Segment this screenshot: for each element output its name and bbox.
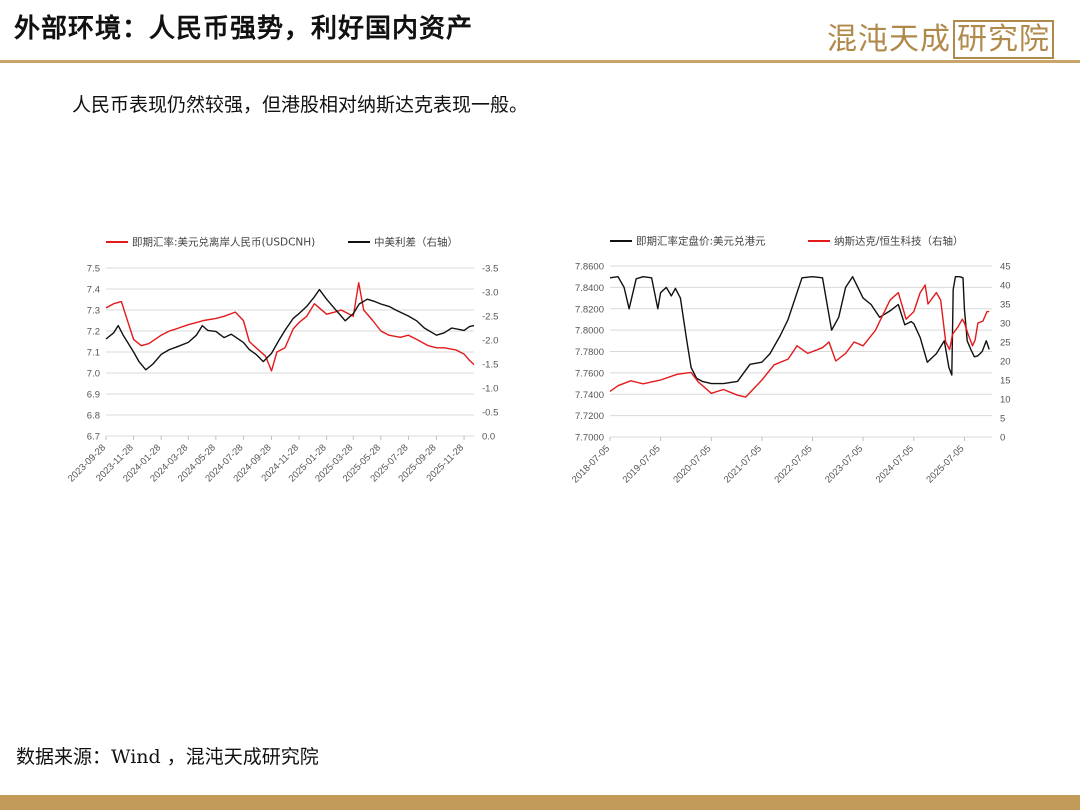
y-right-tick-label: 45: [1000, 262, 1011, 273]
x-tick-label: 2025-07-05: [924, 443, 966, 485]
y-right-tick-label: 40: [1000, 281, 1011, 292]
y-right-tick-label: -1.5: [482, 360, 498, 371]
x-tick-label: 2023-07-05: [823, 443, 865, 485]
x-tick-label: 2020-07-05: [671, 443, 713, 485]
footer-bar: [0, 795, 1080, 810]
legend-label-1: 即期汇率定盘价:美元兑港元: [636, 235, 766, 248]
chart-usdhkd-nasdaq-hstech: 7.8600 7.8400 7.8200 7.8000 7.7800 7.7600 7.74…: [570, 235, 1011, 486]
y-left-tick-label: 7.8000: [575, 326, 604, 337]
logo-text: 混沌天成: [827, 22, 951, 57]
y-right-tick-label: 5: [1000, 414, 1005, 425]
y-left-tick-label: 7.8400: [575, 283, 604, 294]
series-line-2: [105, 288, 475, 371]
data-source-note: 数据来源：Wind ，混沌天成研究院: [16, 746, 319, 768]
legend-label-2: 纳斯达克/恒生科技（右轴）: [834, 235, 964, 248]
y-right-tick-label: 30: [1000, 319, 1011, 330]
y-right-tick-label: -3.0: [482, 288, 498, 299]
y-left-tick-label: 7.4: [87, 285, 100, 296]
y-right-tick-label: 25: [1000, 338, 1011, 349]
legend-label-2: 中美利差（右轴）: [374, 236, 458, 249]
y-left-tick-label: 7.5: [87, 264, 100, 275]
series-line-2: [609, 284, 990, 398]
legend-label-1: 即期汇率:美元兑离岸人民币(USDCNH): [132, 236, 315, 249]
x-tick-label: 2022-07-05: [772, 443, 814, 485]
y-left-tick-label: 7.7600: [575, 368, 604, 379]
y-right-tick-label: 20: [1000, 357, 1011, 368]
x-tick-label: 2018-07-05: [570, 443, 612, 485]
y-left-tick-label: 7.7000: [575, 433, 604, 444]
logo-boxed-text: 研究院: [953, 20, 1054, 59]
y-left-tick-label: 7.2: [87, 327, 100, 338]
slide-subtitle: 人民币表现仍然较强，但港股相对纳斯达克表现一般。: [72, 94, 529, 116]
y-right-tick-label: -1.0: [482, 384, 498, 395]
chart-usdcnh-rate-spread: 7.5 7.4 7.3 7.2 7.1 7.0 6.9 6.8 6.7 -3.5 -3.0 -2.5 -…: [66, 236, 498, 485]
y-left-tick-label: 6.8: [87, 411, 100, 422]
y-left-tick-label: 7.1: [87, 348, 100, 359]
x-tick-label: 2024-07-05: [874, 443, 916, 485]
y-right-tick-label: -0.5: [482, 408, 498, 419]
y-left-tick-label: 7.7400: [575, 390, 604, 401]
y-right-tick-label: -3.5: [482, 264, 498, 275]
y-right-tick-label: 0.0: [482, 432, 495, 443]
y-left-tick-label: 7.8200: [575, 304, 604, 315]
y-right-tick-label: 10: [1000, 395, 1011, 406]
x-tick-label: 2019-07-05: [621, 443, 663, 485]
y-right-tick-label: -2.5: [482, 312, 498, 323]
y-right-tick-label: -2.0: [482, 336, 498, 347]
y-left-tick-label: 7.7200: [575, 411, 604, 422]
y-right-tick-label: 15: [1000, 376, 1011, 387]
y-left-tick-label: 7.8600: [575, 262, 604, 273]
brand-logo: 混沌天成 研究院: [827, 14, 1054, 59]
page-title: 外部环境：人民币强势，利好国内资产: [14, 14, 474, 44]
y-left-tick-label: 7.3: [87, 306, 100, 317]
series-line-1: [105, 282, 475, 372]
header-divider: [0, 60, 1080, 63]
y-right-tick-label: 35: [1000, 300, 1011, 311]
series-line-1: [609, 276, 990, 385]
y-left-tick-label: 7.7800: [575, 347, 604, 358]
x-tick-label: 2021-07-05: [722, 443, 764, 485]
y-left-tick-label: 6.7: [87, 432, 100, 443]
y-left-tick-label: 7.0: [87, 369, 100, 380]
y-left-tick-label: 6.9: [87, 390, 100, 401]
y-right-tick-label: 0: [1000, 433, 1005, 444]
